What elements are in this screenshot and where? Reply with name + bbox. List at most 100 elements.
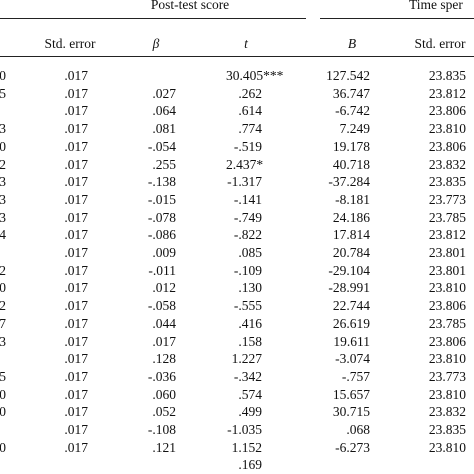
table-cell: 23.832 xyxy=(428,404,466,420)
table-cell: .068 xyxy=(346,422,370,437)
table-cell: -6.273 xyxy=(335,439,370,455)
table-cell: .017 xyxy=(64,298,88,314)
table-cell: 3 xyxy=(0,174,6,190)
table-cell: .499 xyxy=(238,404,262,420)
table-cell: 3 xyxy=(0,333,6,349)
table-cell: -.822 xyxy=(233,227,262,243)
table-cell: -.058 xyxy=(147,298,176,314)
table-cell: 23.801 xyxy=(428,245,466,260)
table-cell: 26.619 xyxy=(332,315,370,331)
table-cell: .085 xyxy=(238,245,262,260)
table-cell: 23.810 xyxy=(428,351,466,367)
table-cell: 23.812 xyxy=(428,227,466,243)
table-cell: .017 xyxy=(64,103,88,119)
table-cell: 3 xyxy=(0,121,6,137)
column-header: t xyxy=(244,36,248,51)
table-cell: .017 xyxy=(64,439,88,455)
header-rule xyxy=(0,18,306,19)
table-cell: 0 xyxy=(0,439,6,455)
table-cell: -6.742 xyxy=(335,103,370,119)
table-cell: 0 xyxy=(0,138,6,154)
table-cell: 24.186 xyxy=(332,209,370,225)
table-cell: .017 xyxy=(64,422,88,437)
table-cell: 23.806 xyxy=(428,298,466,314)
header-rule xyxy=(0,56,474,57)
table-cell: 23.785 xyxy=(428,209,466,225)
table-cell: 0 xyxy=(0,280,6,296)
table-cell: .017 xyxy=(64,404,88,420)
table-cell: 40.718 xyxy=(332,156,370,172)
table-cell: 23.835 xyxy=(428,422,466,437)
table-cell: .017 xyxy=(64,191,88,207)
column-header: Std. error xyxy=(44,36,96,51)
table-cell: .017 xyxy=(64,209,88,225)
table-cell: 3 xyxy=(0,191,6,207)
table-cell: .614 xyxy=(238,103,262,119)
table-cell: .009 xyxy=(152,245,176,260)
table-cell: 30.715 xyxy=(332,404,370,420)
table-cell: .017 xyxy=(64,333,88,349)
table-cell: .128 xyxy=(152,351,176,367)
table-cell: -.555 xyxy=(233,298,262,314)
table-cell: -28.991 xyxy=(328,280,370,296)
table-cell: -.078 xyxy=(147,209,176,225)
group-header: Time sper xyxy=(409,0,463,12)
table-cell: .130 xyxy=(238,280,262,296)
table-cell: 5 xyxy=(0,85,6,101)
table-cell: .017 xyxy=(64,174,88,190)
table-cell: 7 xyxy=(0,315,6,331)
table-cell: 2.437* xyxy=(226,156,264,172)
group-header: Post-test score xyxy=(150,0,230,12)
table-cell: .255 xyxy=(152,156,176,172)
table-cell: 19.611 xyxy=(333,333,370,349)
table-cell: .169 xyxy=(238,457,262,473)
table-cell: .044 xyxy=(152,315,176,331)
table-cell: 22.744 xyxy=(332,298,370,314)
table-cell: 23.835 xyxy=(428,174,466,190)
table-cell: 23.785 xyxy=(428,315,466,331)
table-cell: 2 xyxy=(0,156,6,172)
table-cell: -3.074 xyxy=(335,351,370,367)
table-cell: 7.249 xyxy=(339,121,370,137)
table-cell: .017 xyxy=(64,227,88,243)
table-cell: 30.405*** xyxy=(226,68,284,83)
table-cell: .060 xyxy=(152,386,176,402)
table-cell: .017 xyxy=(64,68,88,83)
table-cell: 2 xyxy=(0,298,6,314)
table-cell: 17.814 xyxy=(332,227,370,243)
table-cell: 23.810 xyxy=(428,439,466,455)
table-cell: .027 xyxy=(152,85,176,101)
table-cell: .158 xyxy=(238,333,262,349)
table-cell: .017 xyxy=(64,85,88,101)
header-rule xyxy=(320,18,474,19)
column-header: β xyxy=(152,36,160,51)
table-cell: 23.806 xyxy=(428,103,466,119)
table-cell: .017 xyxy=(64,315,88,331)
table-cell: -1.317 xyxy=(227,174,262,190)
table-cell: -37.284 xyxy=(328,174,370,190)
table-cell: 23.832 xyxy=(428,156,466,172)
table-cell: -.342 xyxy=(233,368,262,384)
table-cell: -.757 xyxy=(341,368,370,384)
table-cell: 23.806 xyxy=(428,333,466,349)
table-cell: 36.747 xyxy=(332,85,370,101)
table-cell: -.054 xyxy=(147,138,176,154)
table-cell: -.015 xyxy=(147,191,176,207)
table-cell: -1.035 xyxy=(227,422,262,437)
table-cell: .121 xyxy=(152,439,176,455)
table-cell: -.138 xyxy=(147,174,176,190)
table-cell: .017 xyxy=(64,351,88,367)
table-cell: .262 xyxy=(238,85,262,101)
table-cell: .017 xyxy=(64,262,88,278)
table-cell: .012 xyxy=(152,280,176,296)
table-cell: .017 xyxy=(64,138,88,154)
table-cell: .574 xyxy=(238,386,262,402)
table-cell: 4 xyxy=(0,227,6,243)
table-cell: .774 xyxy=(238,121,262,137)
table-cell: 0 xyxy=(0,68,6,83)
table-cell: -.086 xyxy=(147,227,176,243)
table-cell: 0 xyxy=(0,386,6,402)
table-cell: -29.104 xyxy=(328,262,370,278)
table-cell: 23.773 xyxy=(428,191,466,207)
